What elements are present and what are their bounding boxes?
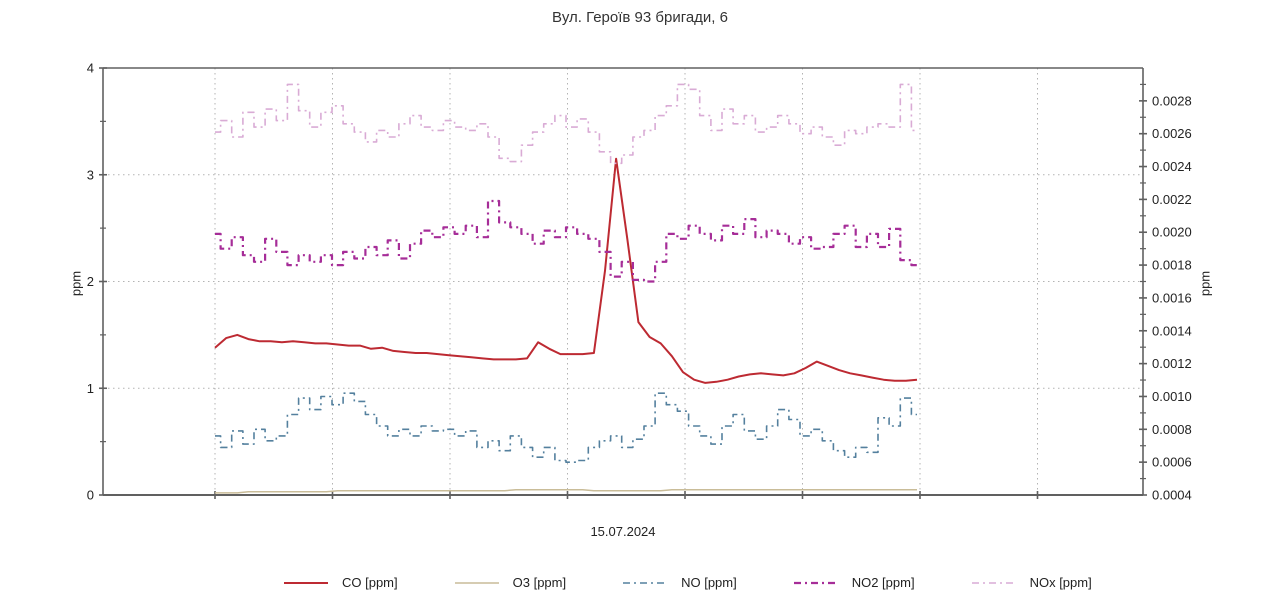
- series-line-no2: [215, 199, 917, 283]
- left-axis-tick-label: 2: [87, 274, 94, 289]
- right-axis-tick-label: 0.0008: [1152, 422, 1192, 437]
- left-axis-tick-label: 0: [87, 488, 94, 503]
- legend-label: O3 [ppm]: [512, 575, 567, 590]
- series-line-co: [214, 157, 918, 384]
- left-axis-title: ppm: [68, 270, 84, 297]
- right-axis-title: ppm: [1197, 270, 1213, 297]
- legend-label: CO [ppm]: [342, 575, 398, 590]
- right-axis-tick-label: 0.0018: [1152, 258, 1192, 273]
- legend-item-no2: NO2 [ppm]: [793, 575, 915, 590]
- right-axis-tick-label: 0.0006: [1152, 455, 1192, 470]
- legend-line-swatch: [454, 581, 499, 584]
- right-axis-tick-label: 0.0012: [1152, 356, 1192, 371]
- left-axis-tick-label: 1: [87, 381, 94, 396]
- legend-label: NO [ppm]: [681, 575, 737, 590]
- left-axis-tick-label: 4: [87, 61, 94, 76]
- right-axis-tick-label: 0.0004: [1152, 488, 1192, 503]
- legend-item-o3: O3 [ppm]: [454, 575, 566, 590]
- legend-line-swatch: [623, 581, 668, 584]
- right-axis-tick-label: 0.0014: [1152, 323, 1192, 338]
- legend-item-no: NO [ppm]: [622, 575, 737, 590]
- chart-title: Вул. Героїв 93 бригади, 6: [551, 9, 728, 26]
- legend-line-swatch: [971, 581, 1016, 584]
- series-line-nox: [215, 83, 917, 165]
- chart-legend: CO [ppm] O3 [ppm] NO [ppm] NO2 [ppm] NOx [pp…: [283, 575, 1092, 590]
- right-axis-tick-label: 0.0028: [1152, 93, 1192, 108]
- right-axis-tick-label: 0.0022: [1152, 192, 1192, 207]
- right-axis-tick-label: 0.0010: [1152, 389, 1192, 404]
- x-axis-date-label: 15.07.2024: [590, 524, 656, 539]
- right-axis-tick-label: 0.0016: [1152, 290, 1192, 305]
- series-line-no: [215, 392, 917, 463]
- right-axis-tick-label: 0.0020: [1152, 225, 1192, 240]
- left-axis-tick-label: 3: [87, 167, 94, 182]
- legend-item-co: CO [ppm]: [283, 575, 398, 590]
- right-axis-tick-label: 0.0026: [1152, 126, 1192, 141]
- legend-label: NOx [ppm]: [1029, 575, 1092, 590]
- legend-item-nox: NOx [ppm]: [971, 575, 1092, 590]
- legend-line-swatch: [793, 581, 838, 584]
- series-line-o3: [215, 488, 917, 494]
- legend-label: NO2 [ppm]: [851, 575, 915, 590]
- right-axis-tick-label: 0.0024: [1152, 159, 1192, 174]
- legend-line-swatch: [284, 581, 328, 584]
